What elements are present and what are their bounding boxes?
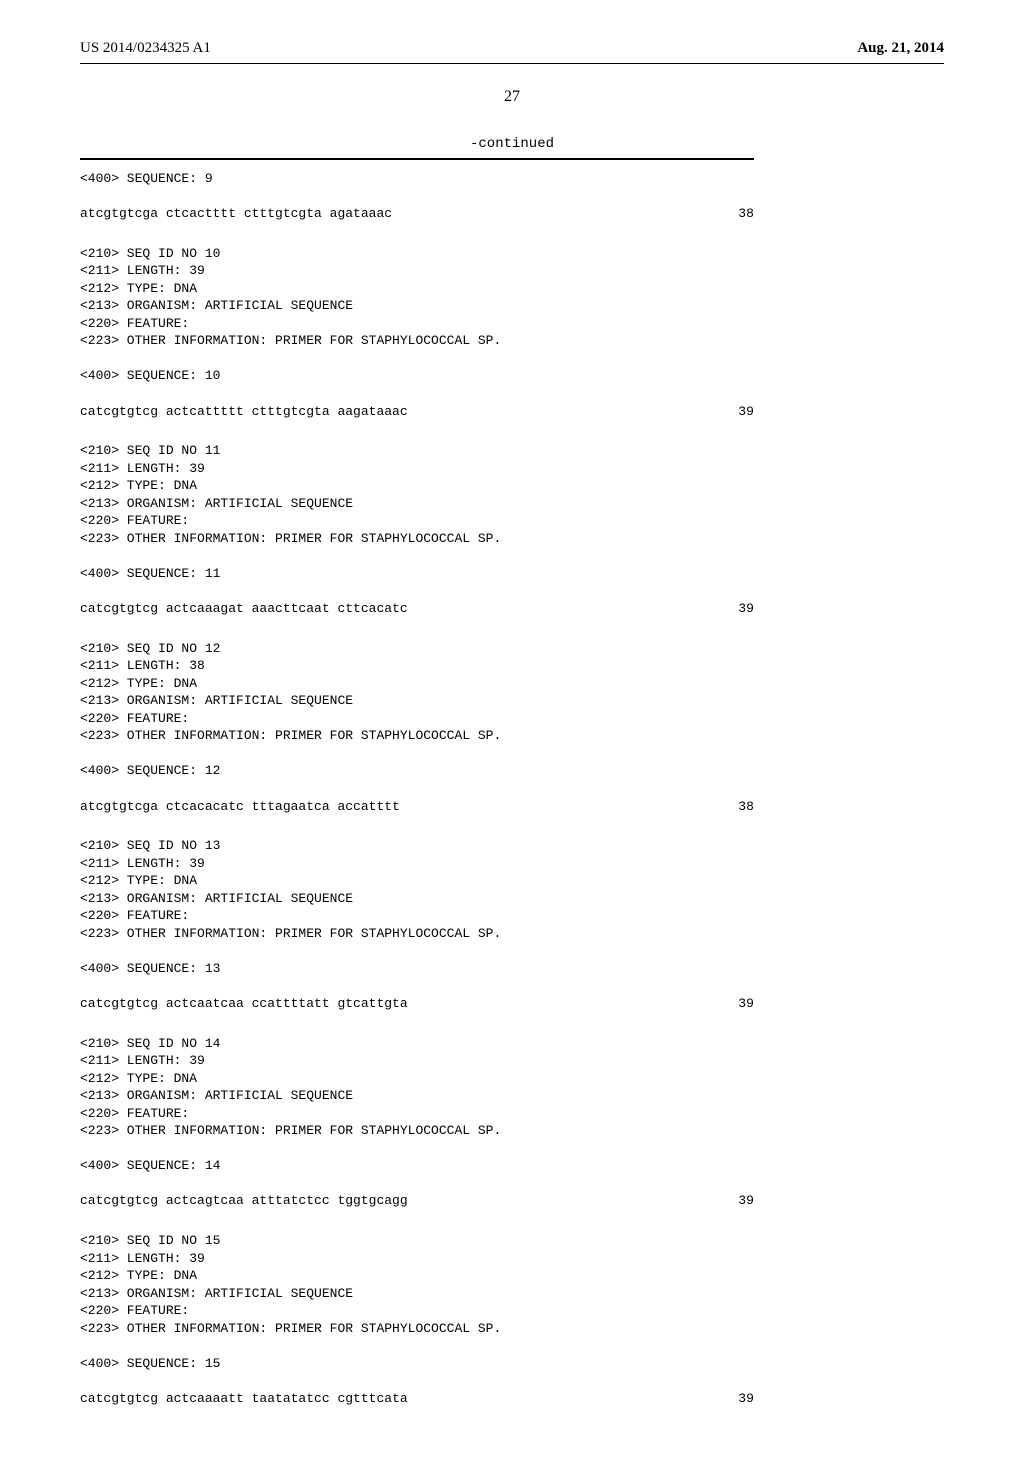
sequence-meta-line: <211> LENGTH: 38 [80, 657, 754, 675]
sequence-listing: <400> SEQUENCE: 9 atcgtgtcga ctcactttt c… [80, 170, 754, 1407]
content-top-rule [80, 158, 754, 160]
sequence-meta-line: <210> SEQ ID NO 13 [80, 837, 754, 855]
sequence-meta-line [80, 547, 754, 565]
sequence-length: 39 [714, 600, 754, 618]
sequence-meta-line: <400> SEQUENCE: 15 [80, 1355, 754, 1373]
sequence-row: catcgtgtcg actcagtcaa atttatctcc tggtgca… [80, 1192, 754, 1210]
publication-date: Aug. 21, 2014 [857, 40, 944, 57]
sequence-text: catcgtgtcg actcaaaatt taatatatcc cgtttca… [80, 1390, 408, 1408]
spacer [80, 1175, 754, 1193]
sequence-length: 39 [714, 403, 754, 421]
sequence-row: catcgtgtcg actcaaagat aaacttcaat cttcaca… [80, 600, 754, 618]
sequence-meta-line: <400> SEQUENCE: 12 [80, 762, 754, 780]
sequence-meta-line: <223> OTHER INFORMATION: PRIMER FOR STAP… [80, 332, 754, 350]
sequence-meta-line: <210> SEQ ID NO 12 [80, 640, 754, 658]
sequence-text: catcgtgtcg actcattttt ctttgtcgta aagataa… [80, 403, 408, 421]
sequence-row: catcgtgtcg actcaatcaa ccattttatt gtcattg… [80, 995, 754, 1013]
sequence-length: 39 [714, 995, 754, 1013]
sequence-meta-line [80, 1140, 754, 1158]
sequence-meta-line: <213> ORGANISM: ARTIFICIAL SEQUENCE [80, 692, 754, 710]
sequence-meta-line: <220> FEATURE: [80, 315, 754, 333]
sequence-meta-line: <213> ORGANISM: ARTIFICIAL SEQUENCE [80, 890, 754, 908]
sequence-meta-line: <223> OTHER INFORMATION: PRIMER FOR STAP… [80, 1320, 754, 1338]
sequence-meta-line: <223> OTHER INFORMATION: PRIMER FOR STAP… [80, 727, 754, 745]
sequence-meta-line: <400> SEQUENCE: 11 [80, 565, 754, 583]
sequence-length: 39 [714, 1192, 754, 1210]
page-header: US 2014/0234325 A1 Aug. 21, 2014 [80, 40, 944, 57]
sequence-meta-line: <400> SEQUENCE: 9 [80, 170, 754, 188]
sequence-text: atcgtgtcga ctcacacatc tttagaatca accattt… [80, 798, 400, 816]
sequence-row: atcgtgtcga ctcacacatc tttagaatca accattt… [80, 798, 754, 816]
spacer [80, 385, 754, 403]
sequence-text: catcgtgtcg actcaaagat aaacttcaat cttcaca… [80, 600, 408, 618]
sequence-meta-line: <210> SEQ ID NO 15 [80, 1232, 754, 1250]
sequence-meta-line: <211> LENGTH: 39 [80, 262, 754, 280]
sequence-block: <210> SEQ ID NO 13<211> LENGTH: 39<212> … [80, 837, 754, 1012]
sequence-block: <210> SEQ ID NO 14<211> LENGTH: 39<212> … [80, 1035, 754, 1210]
spacer [80, 1372, 754, 1390]
sequence-meta-line: <213> ORGANISM: ARTIFICIAL SEQUENCE [80, 1285, 754, 1303]
sequence-meta-line: <220> FEATURE: [80, 710, 754, 728]
sequence-meta-line: <212> TYPE: DNA [80, 675, 754, 693]
sequence-meta-line [80, 942, 754, 960]
header-divider [80, 63, 944, 64]
sequence-meta-line: <400> SEQUENCE: 14 [80, 1157, 754, 1175]
sequence-block: <210> SEQ ID NO 12<211> LENGTH: 38<212> … [80, 640, 754, 815]
spacer [80, 188, 754, 206]
sequence-text: catcgtgtcg actcaatcaa ccattttatt gtcattg… [80, 995, 408, 1013]
sequence-meta-line: <212> TYPE: DNA [80, 872, 754, 890]
sequence-meta-line: <210> SEQ ID NO 11 [80, 442, 754, 460]
sequence-block: <210> SEQ ID NO 11<211> LENGTH: 39<212> … [80, 442, 754, 617]
sequence-meta-line: <212> TYPE: DNA [80, 1070, 754, 1088]
page-container: US 2014/0234325 A1 Aug. 21, 2014 27 -con… [0, 0, 1024, 1469]
sequence-meta-line: <223> OTHER INFORMATION: PRIMER FOR STAP… [80, 530, 754, 548]
sequence-meta-line: <213> ORGANISM: ARTIFICIAL SEQUENCE [80, 495, 754, 513]
sequence-meta-line: <213> ORGANISM: ARTIFICIAL SEQUENCE [80, 297, 754, 315]
sequence-length: 39 [714, 1390, 754, 1408]
sequence-meta-line: <212> TYPE: DNA [80, 1267, 754, 1285]
sequence-meta-line: <212> TYPE: DNA [80, 280, 754, 298]
sequence-meta-line: <400> SEQUENCE: 13 [80, 960, 754, 978]
sequence-meta-line: <210> SEQ ID NO 14 [80, 1035, 754, 1053]
sequence-meta-line: <220> FEATURE: [80, 907, 754, 925]
sequence-length: 38 [714, 798, 754, 816]
sequence-meta-line: <223> OTHER INFORMATION: PRIMER FOR STAP… [80, 1122, 754, 1140]
sequence-meta-line: <220> FEATURE: [80, 1105, 754, 1123]
sequence-length: 38 [714, 205, 754, 223]
sequence-meta-line [80, 1337, 754, 1355]
sequence-meta-line: <211> LENGTH: 39 [80, 855, 754, 873]
sequence-meta-line: <213> ORGANISM: ARTIFICIAL SEQUENCE [80, 1087, 754, 1105]
sequence-row: catcgtgtcg actcaaaatt taatatatcc cgtttca… [80, 1390, 754, 1408]
page-number: 27 [80, 88, 944, 106]
spacer [80, 977, 754, 995]
continued-label: -continued [80, 136, 944, 152]
sequence-block: <400> SEQUENCE: 9 atcgtgtcga ctcactttt c… [80, 170, 754, 223]
sequence-meta-line: <211> LENGTH: 39 [80, 1052, 754, 1070]
sequence-row: catcgtgtcg actcattttt ctttgtcgta aagataa… [80, 403, 754, 421]
sequence-meta-line: <223> OTHER INFORMATION: PRIMER FOR STAP… [80, 925, 754, 943]
sequence-block: <210> SEQ ID NO 10<211> LENGTH: 39<212> … [80, 245, 754, 420]
sequence-meta-line: <210> SEQ ID NO 10 [80, 245, 754, 263]
spacer [80, 780, 754, 798]
sequence-meta-line: <220> FEATURE: [80, 1302, 754, 1320]
sequence-meta-line: <211> LENGTH: 39 [80, 1250, 754, 1268]
sequence-meta-line: <400> SEQUENCE: 10 [80, 367, 754, 385]
sequence-meta-line: <220> FEATURE: [80, 512, 754, 530]
sequence-meta-line [80, 350, 754, 368]
sequence-meta-line [80, 745, 754, 763]
sequence-row: atcgtgtcga ctcactttt ctttgtcgta agataaac… [80, 205, 754, 223]
sequence-text: atcgtgtcga ctcactttt ctttgtcgta agataaac [80, 205, 392, 223]
sequence-meta-line: <212> TYPE: DNA [80, 477, 754, 495]
sequence-meta-line: <211> LENGTH: 39 [80, 460, 754, 478]
publication-number: US 2014/0234325 A1 [80, 40, 211, 57]
sequence-text: catcgtgtcg actcagtcaa atttatctcc tggtgca… [80, 1192, 408, 1210]
spacer [80, 582, 754, 600]
